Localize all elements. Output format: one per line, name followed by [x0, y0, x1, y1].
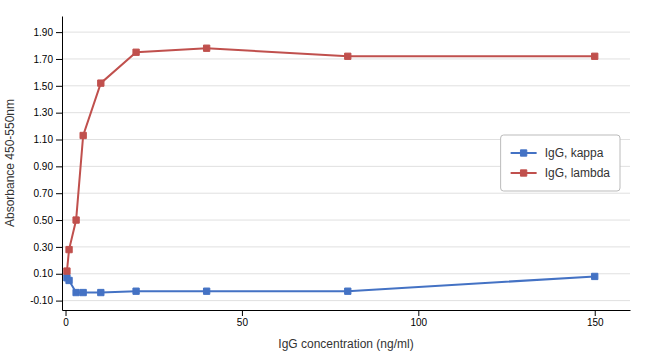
y-tick-label: 1.70	[34, 54, 54, 65]
x-axis-line	[63, 310, 631, 311]
y-tick-mark	[56, 220, 62, 221]
grid-line	[62, 300, 630, 301]
x-axis-title: IgG concentration (ng/ml)	[278, 337, 413, 351]
x-tick-label: 50	[237, 317, 249, 328]
y-tick: 1.50	[34, 81, 62, 92]
legend-marker	[520, 150, 526, 156]
y-tick: 0.10	[34, 268, 62, 279]
series-marker	[64, 268, 70, 274]
y-tick-mark	[56, 301, 62, 302]
series-marker	[203, 45, 209, 51]
y-tick-label: 1.10	[34, 134, 54, 145]
chart: 0 50 100 150 -0.10 0.10 0.30 0.50 0.70 0.90 1.10 1.…	[0, 0, 650, 356]
y-tick: 0.70	[34, 188, 62, 199]
y-tick-mark	[56, 32, 62, 33]
y-tick-label: 0.90	[34, 161, 54, 172]
legend-label: IgG, lambda	[545, 166, 611, 180]
x-tick: 50	[237, 310, 249, 328]
x-tick-label: 0	[63, 317, 69, 328]
series-line	[67, 276, 595, 292]
x-tick: 100	[410, 310, 427, 328]
y-tick-mark	[56, 274, 62, 275]
grid-line	[62, 32, 630, 33]
series-marker	[133, 49, 139, 55]
y-tick-label: -0.10	[30, 295, 53, 306]
series-marker	[73, 289, 79, 295]
legend-marker	[520, 170, 526, 176]
y-tick-mark	[56, 113, 62, 114]
y-tick-label: 1.30	[34, 107, 54, 118]
y-tick-label: 0.70	[34, 188, 54, 199]
y-tick: 0.30	[34, 242, 62, 253]
x-tick: 150	[587, 310, 604, 328]
y-tick-mark	[56, 247, 62, 248]
y-tick-mark	[56, 140, 62, 141]
y-tick: 1.10	[34, 134, 62, 145]
x-tick-mark	[595, 310, 596, 316]
grid-line	[62, 112, 630, 113]
grid-line	[62, 220, 630, 221]
x-tick-label: 150	[587, 317, 604, 328]
y-tick: 1.30	[34, 107, 62, 118]
series-marker	[133, 288, 139, 294]
series-marker	[592, 273, 598, 279]
y-tick-label: 0.30	[34, 242, 54, 253]
series-marker	[80, 289, 86, 295]
y-tick-mark	[56, 193, 62, 194]
series-marker	[80, 132, 86, 138]
x-tick-label: 100	[410, 317, 427, 328]
y-tick: 0.50	[34, 215, 62, 226]
grid-line	[62, 246, 630, 247]
series-marker	[345, 288, 351, 294]
grid-line	[62, 273, 630, 274]
series-marker	[98, 80, 104, 86]
series-marker	[73, 217, 79, 223]
series-marker	[592, 53, 598, 59]
grid-line	[62, 85, 630, 86]
y-tick-mark	[56, 59, 62, 60]
legend-label: IgG, kappa	[545, 146, 604, 160]
y-tick: 1.70	[34, 54, 62, 65]
series-marker	[66, 246, 72, 252]
plot-area: 0 50 100 150 -0.10 0.10 0.30 0.50 0.70 0.90 1.10 1.…	[3, 17, 631, 352]
y-tick-label: 1.50	[34, 81, 54, 92]
y-axis: -0.10 0.10 0.30 0.50 0.70 0.90 1.10 1.30 1.50 1.7…	[30, 17, 62, 311]
y-tick-mark	[56, 86, 62, 87]
y-tick-mark	[56, 166, 62, 167]
y-axis-title: Absorbance 450-550nm	[3, 99, 17, 227]
x-axis: 0 50 100 150	[63, 310, 631, 328]
x-tick-mark	[242, 310, 243, 316]
x-tick-mark	[418, 310, 419, 316]
grid-line	[62, 193, 630, 194]
legend: IgG, kappa IgG, lambda	[501, 135, 620, 191]
series-marker	[98, 289, 104, 295]
legend-box	[501, 135, 620, 191]
y-tick-label: 0.10	[34, 268, 54, 279]
y-tick: -0.10	[30, 295, 62, 306]
series-marker	[66, 277, 72, 283]
x-tick: 0	[63, 310, 69, 328]
series-marker	[345, 53, 351, 59]
y-tick: 1.90	[34, 27, 62, 38]
grid	[62, 32, 630, 300]
y-axis-line	[62, 17, 63, 311]
y-tick-label: 1.90	[34, 27, 54, 38]
series-marker	[203, 288, 209, 294]
y-tick: 0.90	[34, 161, 62, 172]
y-tick-label: 0.50	[34, 215, 54, 226]
x-tick-mark	[66, 310, 67, 316]
